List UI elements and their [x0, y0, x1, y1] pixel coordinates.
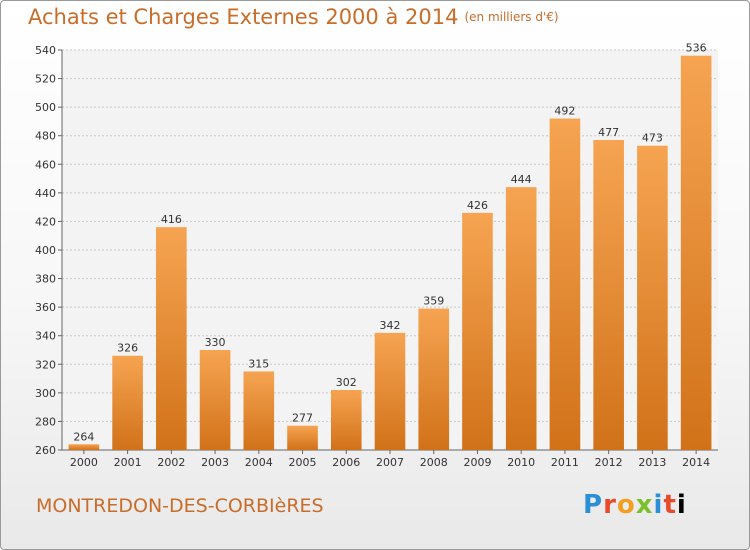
data-label: 477 — [598, 126, 619, 139]
bar — [330, 390, 362, 450]
x-tick-label: 2005 — [289, 456, 317, 469]
data-label: 473 — [642, 132, 663, 145]
proxiti-logo: Proxiti — [583, 490, 687, 520]
x-tick-label: 2003 — [201, 456, 229, 469]
bar — [637, 145, 668, 450]
y-tick-label: 300 — [35, 387, 56, 400]
bar — [680, 55, 712, 450]
bar — [549, 118, 581, 451]
bar — [462, 212, 493, 450]
x-tick-label: 2001 — [114, 456, 142, 469]
bar — [374, 332, 406, 450]
bar — [112, 355, 143, 450]
data-label: 536 — [686, 42, 707, 55]
bar — [505, 187, 537, 450]
x-tick-label: 2002 — [157, 456, 185, 469]
bar — [287, 425, 318, 450]
chart-title: Achats et Charges Externes 2000 à 2014 (e… — [28, 5, 559, 29]
x-tick-label: 2008 — [420, 456, 448, 469]
y-tick-label: 540 — [35, 44, 56, 57]
y-tick-label: 500 — [35, 101, 56, 114]
y-tick-label: 380 — [35, 273, 56, 286]
y-tick-label: 520 — [35, 73, 56, 86]
data-label: 444 — [511, 173, 532, 186]
bar — [199, 350, 231, 450]
y-tick-label: 400 — [35, 244, 56, 257]
bar — [68, 444, 100, 450]
data-label: 426 — [467, 199, 488, 212]
x-tick-label: 2000 — [70, 456, 98, 469]
bar — [418, 308, 450, 450]
y-tick-label: 360 — [35, 301, 56, 314]
chart-unit: (en milliers d'€) — [464, 10, 559, 24]
data-label: 277 — [292, 412, 313, 425]
x-tick-label: 2004 — [245, 456, 273, 469]
x-tick-label: 2006 — [332, 456, 360, 469]
y-tick-label: 340 — [35, 330, 56, 343]
x-tick-label: 2007 — [376, 456, 404, 469]
data-label: 264 — [73, 430, 94, 443]
x-tick-label: 2013 — [638, 456, 666, 469]
x-tick-label: 2014 — [682, 456, 710, 469]
y-tick-label: 440 — [35, 187, 56, 200]
data-label: 342 — [380, 319, 401, 332]
commune-name: MONTREDON-DES-CORBIèRES — [36, 495, 324, 517]
data-label: 326 — [117, 342, 138, 355]
x-tick-label: 2010 — [507, 456, 535, 469]
y-tick-label: 280 — [35, 415, 56, 428]
data-label: 330 — [205, 336, 226, 349]
bar — [593, 140, 624, 450]
y-tick-label: 260 — [35, 444, 56, 457]
y-tick-label: 480 — [35, 130, 56, 143]
data-label: 416 — [161, 213, 182, 226]
bar — [156, 227, 187, 450]
x-tick-label: 2012 — [595, 456, 623, 469]
y-tick-label: 320 — [35, 358, 56, 371]
y-tick-label: 420 — [35, 215, 56, 228]
data-label: 359 — [423, 295, 444, 308]
data-label: 302 — [336, 376, 357, 389]
x-tick-label: 2009 — [463, 456, 491, 469]
data-label: 315 — [248, 357, 269, 370]
data-label: 492 — [554, 105, 575, 118]
y-tick-label: 460 — [35, 158, 56, 171]
x-tick-label: 2011 — [551, 456, 579, 469]
bar — [243, 371, 275, 450]
